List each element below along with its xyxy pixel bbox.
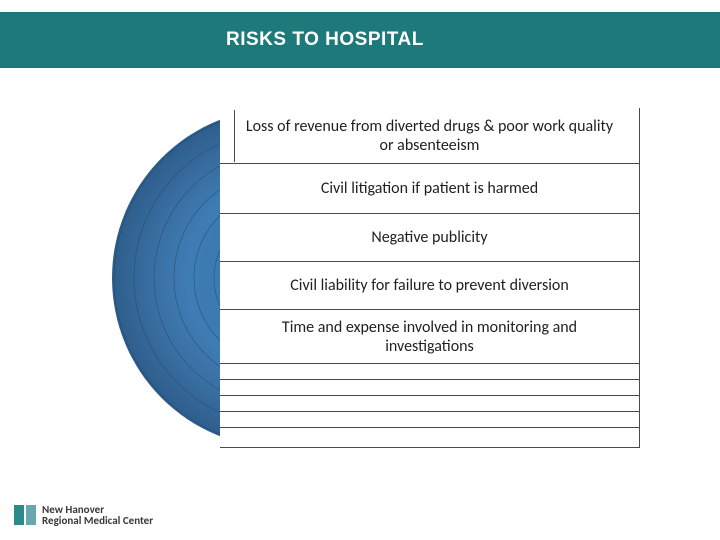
risk-row-empty bbox=[220, 412, 640, 428]
page-title: RISKS TO HOSPITAL bbox=[226, 29, 424, 51]
header-band: RISKS TO HOSPITAL bbox=[0, 12, 720, 68]
risk-row: Civil litigation if patient is harmed bbox=[220, 164, 640, 214]
risk-row: Civil liability for failure to prevent d… bbox=[220, 262, 640, 310]
footer-logo: New Hanover Regional Medical Center bbox=[14, 504, 153, 526]
logo-text: New Hanover Regional Medical Center bbox=[42, 504, 153, 526]
risk-text: Civil liability for failure to prevent d… bbox=[290, 276, 569, 295]
risk-text: Civil litigation if patient is harmed bbox=[321, 179, 538, 198]
risk-row: Time and expense involved in monitoring … bbox=[220, 310, 640, 364]
risk-row: Loss of revenue from diverted drugs & po… bbox=[220, 108, 640, 164]
logo-block-2 bbox=[26, 505, 36, 525]
logo-mark bbox=[14, 505, 36, 525]
logo-block-1 bbox=[14, 505, 24, 525]
risk-row: Negative publicity bbox=[220, 214, 640, 262]
decor-vline bbox=[234, 110, 235, 162]
risk-row-empty bbox=[220, 364, 640, 380]
risk-row-empty bbox=[220, 380, 640, 396]
risk-text: Loss of revenue from diverted drugs & po… bbox=[240, 117, 619, 155]
risk-diagram: Loss of revenue from diverted drugs & po… bbox=[112, 108, 642, 448]
risk-row-empty bbox=[220, 396, 640, 412]
risk-rows: Loss of revenue from diverted drugs & po… bbox=[220, 108, 640, 448]
risk-text: Time and expense involved in monitoring … bbox=[240, 318, 619, 356]
risk-row-empty bbox=[220, 428, 640, 448]
risk-text: Negative publicity bbox=[371, 228, 487, 247]
logo-line2: Regional Medical Center bbox=[42, 515, 153, 526]
